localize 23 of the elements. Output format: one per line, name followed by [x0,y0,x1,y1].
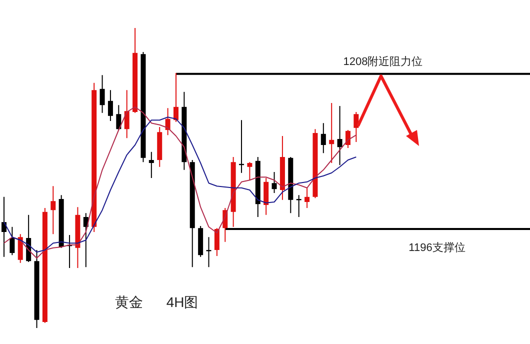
candlestick [124,90,130,139]
candlestick [116,104,122,130]
candlestick [100,74,105,114]
candlestick [337,106,342,166]
candlestick [272,172,277,194]
candlestick [214,228,220,256]
ref-line-label: 1208附近阻力位 [343,54,423,68]
candlestick [173,72,178,122]
candlestick [354,112,359,142]
candlestick [304,187,310,208]
text: 黄金 4H图 [115,294,198,310]
candlestick [50,186,56,235]
candlestick [264,178,269,216]
candlestick [148,151,154,178]
candlestick [108,90,113,122]
candlestick [2,196,6,258]
candlestick [345,130,350,148]
candlestick [18,234,23,264]
candlestick [10,226,15,256]
candlestick [247,162,252,181]
candlestick [320,122,326,154]
ref-line-label: 1196支撑位 [408,241,466,254]
candlestick [329,102,334,164]
